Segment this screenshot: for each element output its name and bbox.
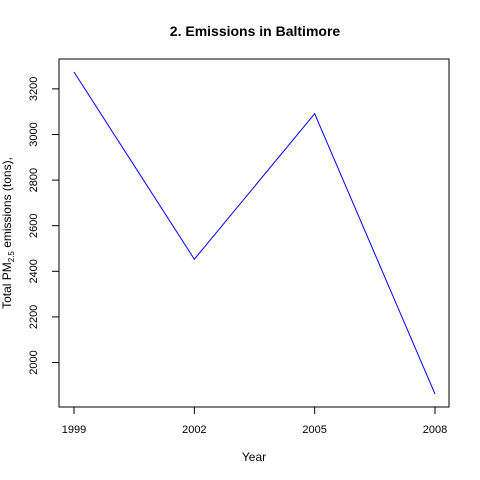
x-axis-label: Year [242, 450, 266, 464]
chart-title: 2. Emissions in Baltimore [170, 23, 341, 39]
y-tick-label: 2800 [28, 168, 40, 192]
y-axis-label: Total PM2.5 emissions (tons), [0, 157, 16, 309]
y-axis-label-subscript: 2.5 [7, 251, 16, 263]
y-tick-label: 3000 [28, 122, 40, 146]
y-tick-label: 2200 [28, 305, 40, 329]
x-tick-label: 2008 [423, 424, 447, 436]
y-axis: 2000 2200 2400 2600 2800 3000 3200 [28, 77, 60, 375]
y-axis-label-main: Total PM [0, 262, 14, 309]
y-tick-label: 2000 [28, 350, 40, 374]
x-tick-label: 2002 [182, 424, 206, 436]
y-tick-label: 2600 [28, 213, 40, 237]
series-line [73, 71, 436, 395]
y-tick-label: 3200 [28, 77, 40, 101]
x-tick-label: 1999 [62, 424, 86, 436]
y-axis-label-rest: emissions (tons), [0, 157, 14, 251]
series-group [73, 71, 436, 395]
x-axis: 1999 2002 2005 2008 [62, 406, 447, 436]
plot-box [58, 58, 450, 408]
x-tick-label: 2005 [302, 424, 326, 436]
y-tick-label: 2400 [28, 259, 40, 283]
